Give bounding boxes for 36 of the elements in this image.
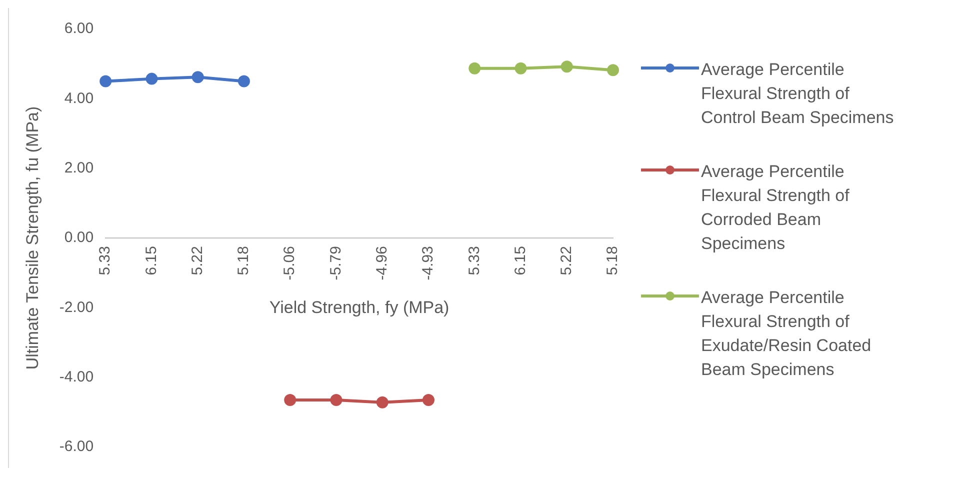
y-tick-label: -6.00 <box>59 438 94 456</box>
y-tick-label: -2.00 <box>59 298 94 316</box>
point <box>284 394 296 406</box>
x-tick-label: 6.15 <box>142 246 160 276</box>
point <box>560 60 573 73</box>
x-tick-label: 5.22 <box>188 246 206 276</box>
x-tick-label: -5.79 <box>327 246 344 280</box>
y-tick-label: 4.00 <box>64 90 94 107</box>
point <box>100 75 112 88</box>
x-tick-label: -4.93 <box>420 246 437 280</box>
point <box>376 396 388 408</box>
x-tick-label: 5.18 <box>604 246 622 276</box>
y-tick-label: 6.00 <box>64 20 94 38</box>
x-axis-title: Yield Strength, fy (MPa) <box>269 298 450 318</box>
point <box>607 64 619 76</box>
y-tick-label: 0.00 <box>64 229 94 246</box>
legend-label: Average Percentile Flexural Strength of Corroded Beam Specimens <box>701 161 850 255</box>
legend-label: Average Percentile Flexural Strength of Exudate/Resin Coated Beam Specimens <box>701 287 872 381</box>
point <box>238 75 250 88</box>
x-tick-label: -5.06 <box>281 246 298 280</box>
x-tick-label: 5.33 <box>466 246 483 276</box>
x-tick-label: 6.15 <box>512 246 529 276</box>
x-tick-label: 5.22 <box>558 246 576 276</box>
point <box>146 72 158 85</box>
x-tick-label: 5.18 <box>235 246 252 276</box>
legend-label: Average Percentile Flexural Strength of Control Beam Specimens <box>701 59 895 129</box>
point <box>192 71 204 84</box>
point <box>422 394 434 406</box>
y-tick-label: 2.00 <box>64 159 94 176</box>
y-axis-title: Ultimate Tensile Strength, fu (MPa) <box>22 106 42 370</box>
point <box>468 62 481 74</box>
y-tick-label: -4.00 <box>59 368 94 386</box>
point <box>514 62 527 74</box>
x-tick-label: 5.33 <box>96 246 114 276</box>
point <box>330 394 342 406</box>
x-tick-label: -4.96 <box>374 246 390 280</box>
